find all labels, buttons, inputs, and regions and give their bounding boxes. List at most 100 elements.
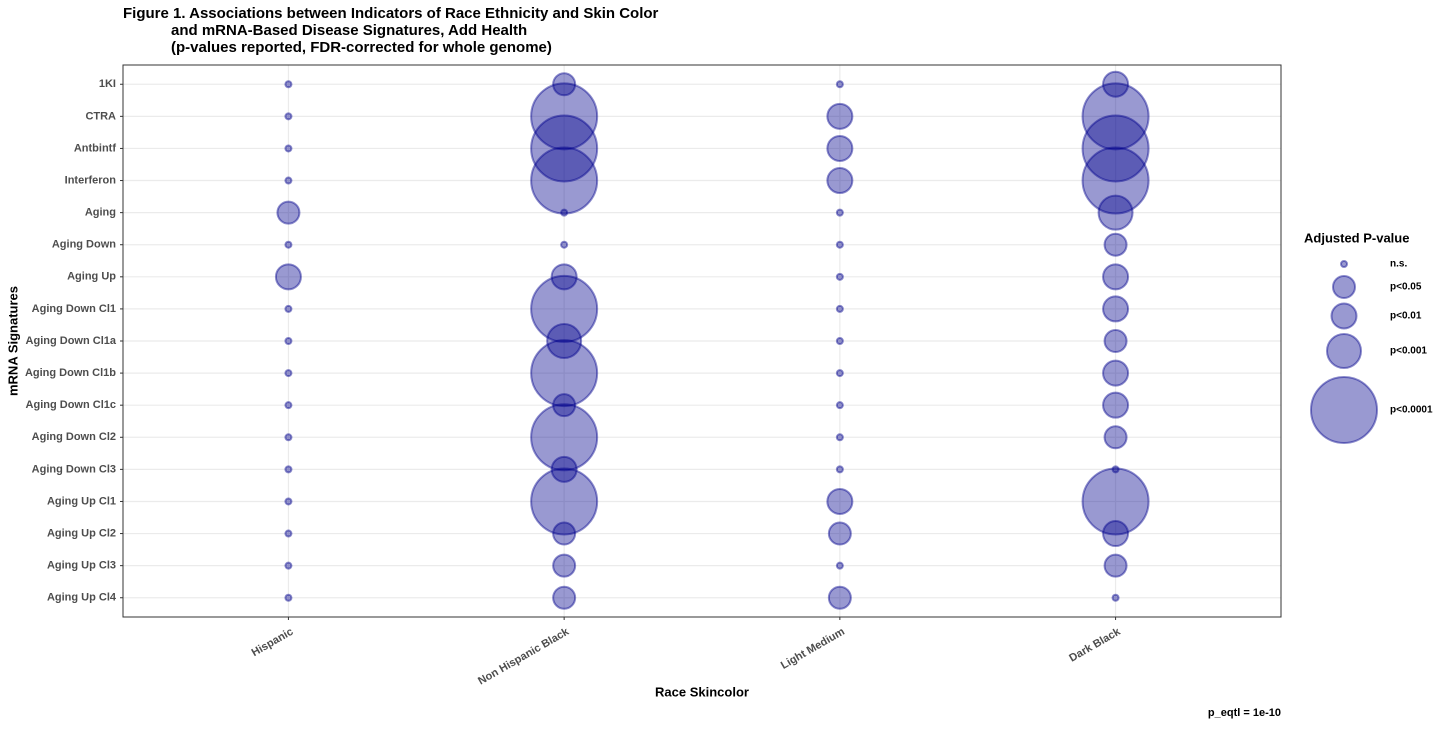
y-tick-label: Aging Down Cl1a — [26, 335, 117, 347]
bubble — [284, 304, 293, 313]
chart-title: (p-values reported, FDR-corrected for wh… — [171, 39, 552, 56]
bubble — [1081, 146, 1150, 215]
bubble — [284, 176, 293, 185]
bubble — [1102, 70, 1130, 98]
bubble — [530, 146, 599, 215]
bubble — [835, 240, 844, 249]
bubble — [1103, 232, 1128, 257]
bubble — [826, 167, 854, 195]
bubble — [835, 337, 844, 345]
bubble — [835, 369, 844, 378]
bubble — [274, 263, 302, 291]
bubble — [552, 72, 577, 97]
legend-label: n.s. — [1390, 259, 1407, 270]
bubble — [1102, 263, 1130, 291]
bubble — [550, 455, 578, 483]
y-tick-label: Interferon — [65, 174, 117, 186]
legend-title: Adjusted P-value — [1304, 230, 1409, 245]
bubble — [835, 401, 844, 410]
bubble — [284, 529, 293, 538]
y-tick-label: Aging Down Cl1 — [32, 303, 116, 315]
chart-title: and mRNA-Based Disease Signatures, Add H… — [171, 22, 527, 39]
bubble — [284, 369, 293, 378]
bubble — [835, 304, 844, 313]
chart-title: Figure 1. Associations between Indicator… — [123, 5, 659, 22]
legend-symbol — [1332, 275, 1356, 299]
bubble — [552, 553, 577, 578]
y-tick-label: Aging Down Cl1b — [25, 367, 116, 379]
bubble — [1081, 467, 1150, 536]
bubble — [835, 80, 844, 89]
caption: p_eqtl = 1e-10 — [1208, 707, 1281, 719]
legend-label: p<0.01 — [1390, 311, 1422, 322]
bubble — [827, 585, 852, 610]
legend-label: p<0.0001 — [1390, 405, 1433, 416]
bubble — [1081, 114, 1150, 183]
y-tick-label: CTRA — [85, 110, 116, 122]
legend-label: p<0.05 — [1390, 282, 1422, 293]
bubble — [1102, 359, 1130, 387]
y-tick-label: 1KI — [99, 78, 116, 90]
bubble — [530, 114, 599, 183]
bubble — [826, 134, 854, 162]
bubble — [550, 263, 578, 291]
bubble — [827, 521, 852, 546]
bubble — [284, 497, 293, 506]
bubble — [835, 272, 844, 281]
legend-symbol — [1340, 260, 1348, 268]
bubble — [1102, 520, 1130, 548]
bubble — [284, 337, 293, 345]
legend-symbol — [1330, 302, 1358, 330]
bubble — [284, 240, 293, 249]
legend-symbol — [1310, 376, 1378, 444]
bubble — [284, 433, 293, 442]
bubble — [284, 401, 293, 410]
bubble — [552, 393, 577, 418]
y-tick-label: Aging Up Cl1 — [47, 495, 116, 507]
bubble — [284, 561, 293, 570]
bubble — [530, 274, 599, 343]
y-tick-label: Aging Down — [52, 239, 116, 251]
y-tick-label: Antbintf — [74, 142, 116, 154]
bubble — [284, 465, 293, 474]
y-tick-label: Aging Down Cl1c — [26, 399, 116, 411]
bubble — [1103, 553, 1128, 578]
legend-symbol — [1326, 333, 1362, 369]
bubble — [284, 112, 293, 121]
bubble — [1103, 425, 1128, 450]
bubble — [276, 200, 301, 225]
bubble — [835, 561, 844, 570]
y-tick-label: Aging Up Cl2 — [47, 527, 116, 539]
bubble — [1103, 329, 1128, 353]
bubble — [1097, 194, 1134, 231]
bubble — [1111, 465, 1120, 474]
y-tick-label: Aging Up — [67, 271, 116, 283]
bubble — [835, 208, 844, 217]
bubble — [835, 433, 844, 442]
bubble — [530, 82, 599, 151]
legend-label: p<0.001 — [1390, 346, 1427, 357]
y-tick-label: Aging Down Cl2 — [32, 431, 116, 443]
x-axis-label: Race Skincolor — [655, 684, 749, 699]
bubble — [826, 102, 854, 130]
bubble — [560, 208, 569, 217]
bubble — [284, 593, 293, 602]
bubble — [530, 467, 599, 536]
bubble — [560, 240, 569, 249]
bubble — [284, 80, 293, 89]
y-tick-label: Aging Up Cl3 — [47, 560, 116, 572]
bubble — [530, 339, 599, 408]
y-tick-label: Aging Down Cl3 — [32, 463, 116, 475]
y-tick-label: Aging — [85, 207, 116, 219]
bubble — [1111, 593, 1120, 602]
bubble — [530, 403, 599, 472]
bubble — [1102, 391, 1130, 419]
bubble — [284, 144, 293, 153]
bubble — [826, 487, 854, 515]
bubble — [1102, 295, 1130, 323]
bubble — [1081, 82, 1150, 151]
bubble — [552, 521, 577, 546]
bubble — [552, 585, 577, 610]
